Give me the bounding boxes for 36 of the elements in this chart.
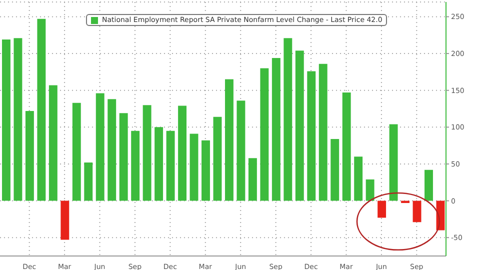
bar (295, 50, 304, 201)
bar (213, 116, 222, 201)
bar (190, 134, 198, 201)
bar (108, 99, 116, 201)
bar (284, 38, 292, 201)
bar (424, 170, 433, 201)
bar (96, 93, 104, 201)
bar (154, 127, 164, 201)
bar (84, 162, 93, 201)
bar (260, 68, 269, 201)
bar (272, 58, 280, 201)
bar (2, 40, 10, 201)
bar (166, 130, 175, 201)
bar (330, 138, 340, 201)
bar (119, 113, 128, 201)
bar (178, 106, 187, 201)
bar (131, 130, 140, 201)
bar (142, 105, 152, 201)
bar (389, 124, 398, 201)
bar (248, 158, 257, 201)
bar (225, 79, 234, 201)
bar (236, 100, 246, 201)
bar (318, 64, 328, 201)
bar (412, 200, 422, 222)
bar (342, 92, 351, 201)
bar (378, 200, 386, 218)
bar (72, 102, 81, 201)
bar (307, 71, 316, 201)
bar (60, 200, 70, 240)
bar (14, 38, 22, 201)
bar (48, 85, 58, 201)
bar (202, 140, 210, 201)
bar (354, 156, 363, 201)
bar (25, 110, 34, 201)
bar (366, 179, 374, 201)
bar (37, 18, 46, 201)
